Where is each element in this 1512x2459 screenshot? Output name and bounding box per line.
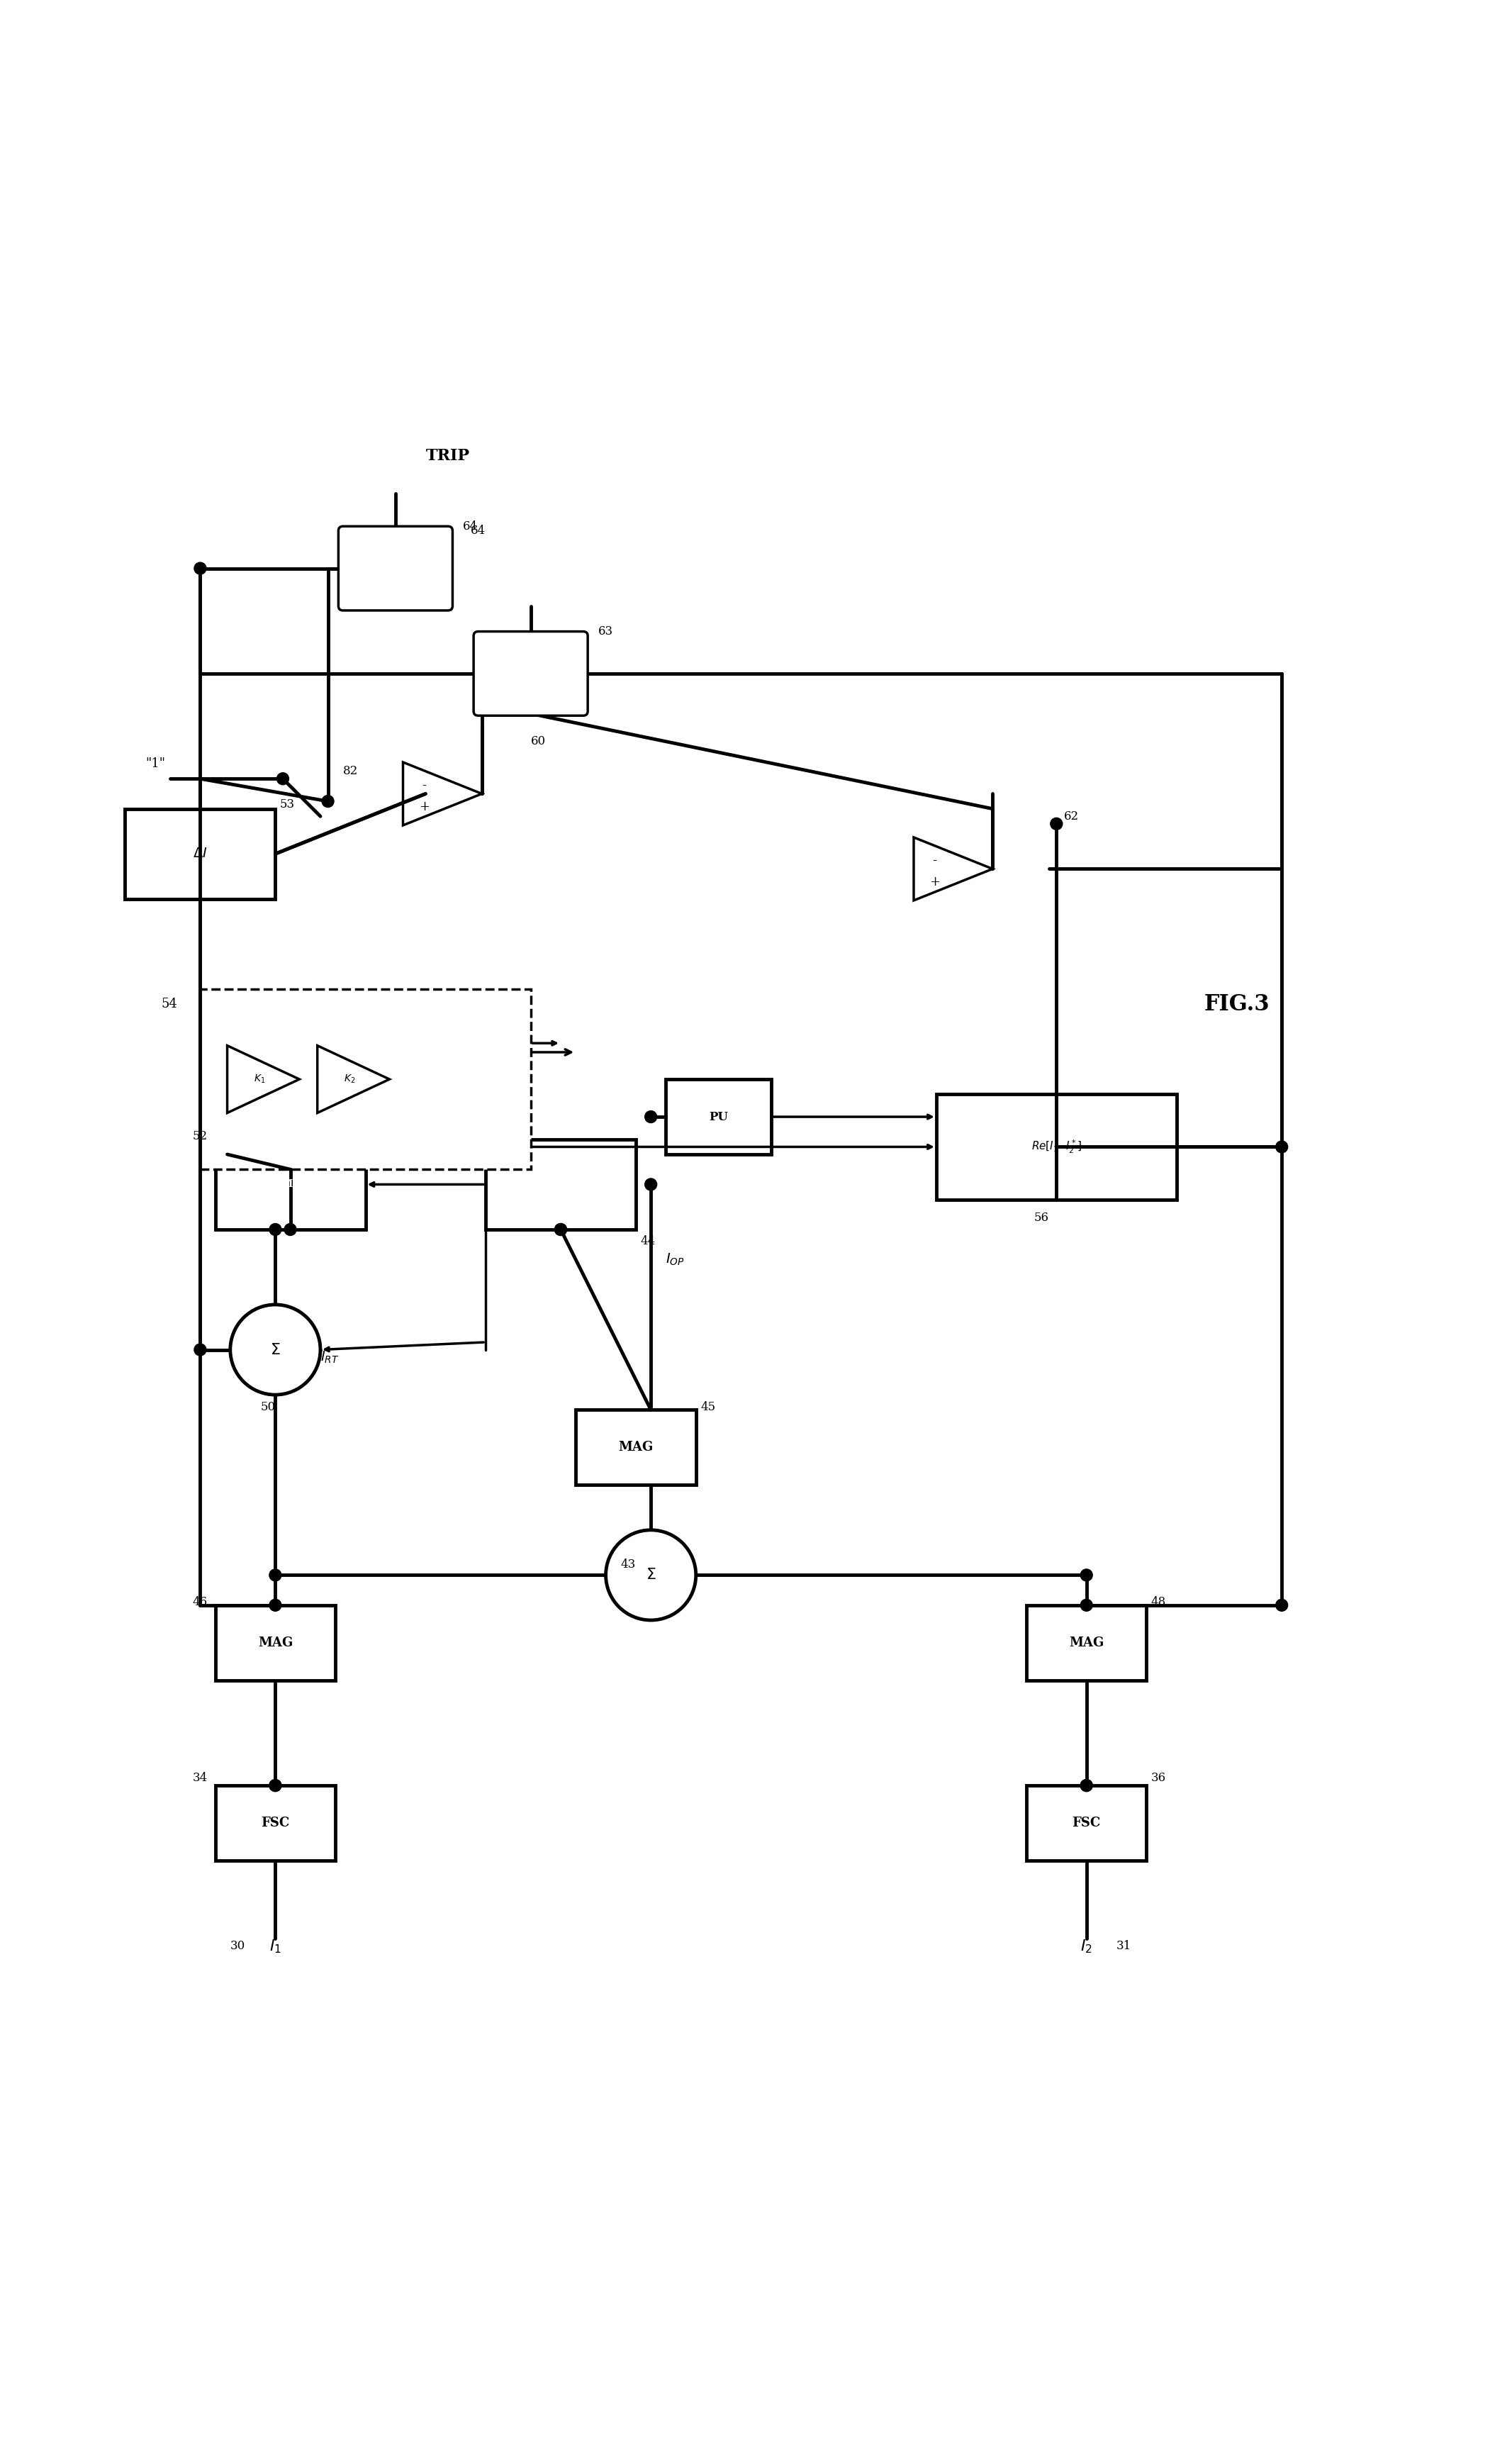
Text: 30: 30 [230, 1940, 245, 1952]
Bar [936, 1094, 1176, 1200]
Text: 46: 46 [192, 1596, 207, 1608]
Text: 44: 44 [641, 1234, 655, 1247]
Text: $I_1$: $I_1$ [269, 1938, 281, 1955]
Text: -: - [422, 780, 426, 792]
Text: 56: 56 [1034, 1212, 1049, 1225]
Circle shape [1081, 1569, 1093, 1581]
FancyBboxPatch shape [473, 632, 588, 716]
Text: $\Delta I$: $\Delta I$ [194, 848, 207, 861]
Text: $\Sigma$: $\Sigma$ [646, 1566, 656, 1584]
Circle shape [269, 1569, 281, 1581]
Text: 52: 52 [192, 1131, 207, 1143]
Bar [485, 1139, 637, 1230]
Bar [665, 1080, 771, 1153]
Text: 64: 64 [470, 524, 485, 536]
Circle shape [555, 1225, 567, 1234]
Circle shape [194, 1343, 206, 1355]
Bar [215, 1606, 336, 1679]
Text: $Re[I_1 \cdot I_2^*]$: $Re[I_1 \cdot I_2^*]$ [1031, 1139, 1081, 1156]
Text: $I_{RT}$: $I_{RT}$ [321, 1350, 339, 1365]
Text: 60: 60 [531, 735, 546, 748]
FancyBboxPatch shape [339, 526, 452, 610]
Text: 54: 54 [162, 998, 178, 1011]
Circle shape [555, 1225, 567, 1234]
Text: $I_{OP}$: $I_{OP}$ [665, 1252, 685, 1266]
Text: CONTROL: CONTROL [532, 1180, 590, 1190]
Text: FIG.3: FIG.3 [1204, 993, 1270, 1016]
Circle shape [194, 563, 206, 575]
Circle shape [644, 1178, 656, 1190]
Bar [1027, 1785, 1146, 1861]
Bar [1027, 1606, 1146, 1679]
Circle shape [1276, 1141, 1288, 1153]
Circle shape [230, 1306, 321, 1394]
Text: MAG: MAG [618, 1441, 653, 1453]
Text: 36: 36 [1151, 1773, 1166, 1783]
Text: 82: 82 [343, 765, 358, 777]
Text: $K_1$: $K_1$ [254, 1075, 265, 1084]
Circle shape [1081, 1598, 1093, 1611]
Text: $\Sigma$: $\Sigma$ [271, 1343, 281, 1357]
Text: $I_2$: $I_2$ [1081, 1938, 1093, 1955]
Bar [215, 1785, 336, 1861]
Circle shape [269, 1780, 281, 1793]
Circle shape [269, 1598, 281, 1611]
Text: $K_2$: $K_2$ [343, 1075, 355, 1084]
Bar [200, 989, 531, 1170]
Text: 48: 48 [1151, 1596, 1166, 1608]
Text: -: - [933, 856, 937, 868]
Text: +: + [419, 802, 429, 814]
Text: 50: 50 [260, 1402, 275, 1414]
Text: FSC: FSC [1072, 1817, 1101, 1829]
Circle shape [269, 1780, 281, 1793]
Circle shape [284, 1225, 296, 1234]
Text: "1": "1" [145, 757, 165, 770]
Text: 31: 31 [1116, 1940, 1131, 1952]
Text: +: + [930, 875, 940, 888]
Text: MAG: MAG [1069, 1635, 1104, 1650]
Text: MAG: MAG [259, 1635, 293, 1650]
Text: 62: 62 [1064, 811, 1080, 821]
Circle shape [277, 772, 289, 784]
Bar [576, 1409, 696, 1485]
Circle shape [606, 1529, 696, 1620]
Circle shape [1081, 1780, 1093, 1793]
Bar [125, 809, 275, 900]
Text: 45: 45 [700, 1402, 715, 1414]
Circle shape [269, 1225, 281, 1234]
Circle shape [322, 794, 334, 807]
Text: MEMORY: MEMORY [265, 1180, 318, 1190]
Text: 63: 63 [599, 625, 614, 637]
Circle shape [1276, 1598, 1288, 1611]
Circle shape [644, 1111, 656, 1124]
Bar [215, 1139, 366, 1230]
Text: PU: PU [709, 1111, 727, 1124]
Circle shape [1081, 1780, 1093, 1793]
Text: 34: 34 [192, 1773, 207, 1783]
Text: FSC: FSC [262, 1817, 290, 1829]
Text: 64: 64 [463, 521, 478, 531]
Circle shape [1051, 819, 1063, 829]
Text: 43: 43 [621, 1559, 637, 1571]
Text: TRIP: TRIP [425, 448, 469, 462]
Text: 53: 53 [280, 799, 295, 811]
